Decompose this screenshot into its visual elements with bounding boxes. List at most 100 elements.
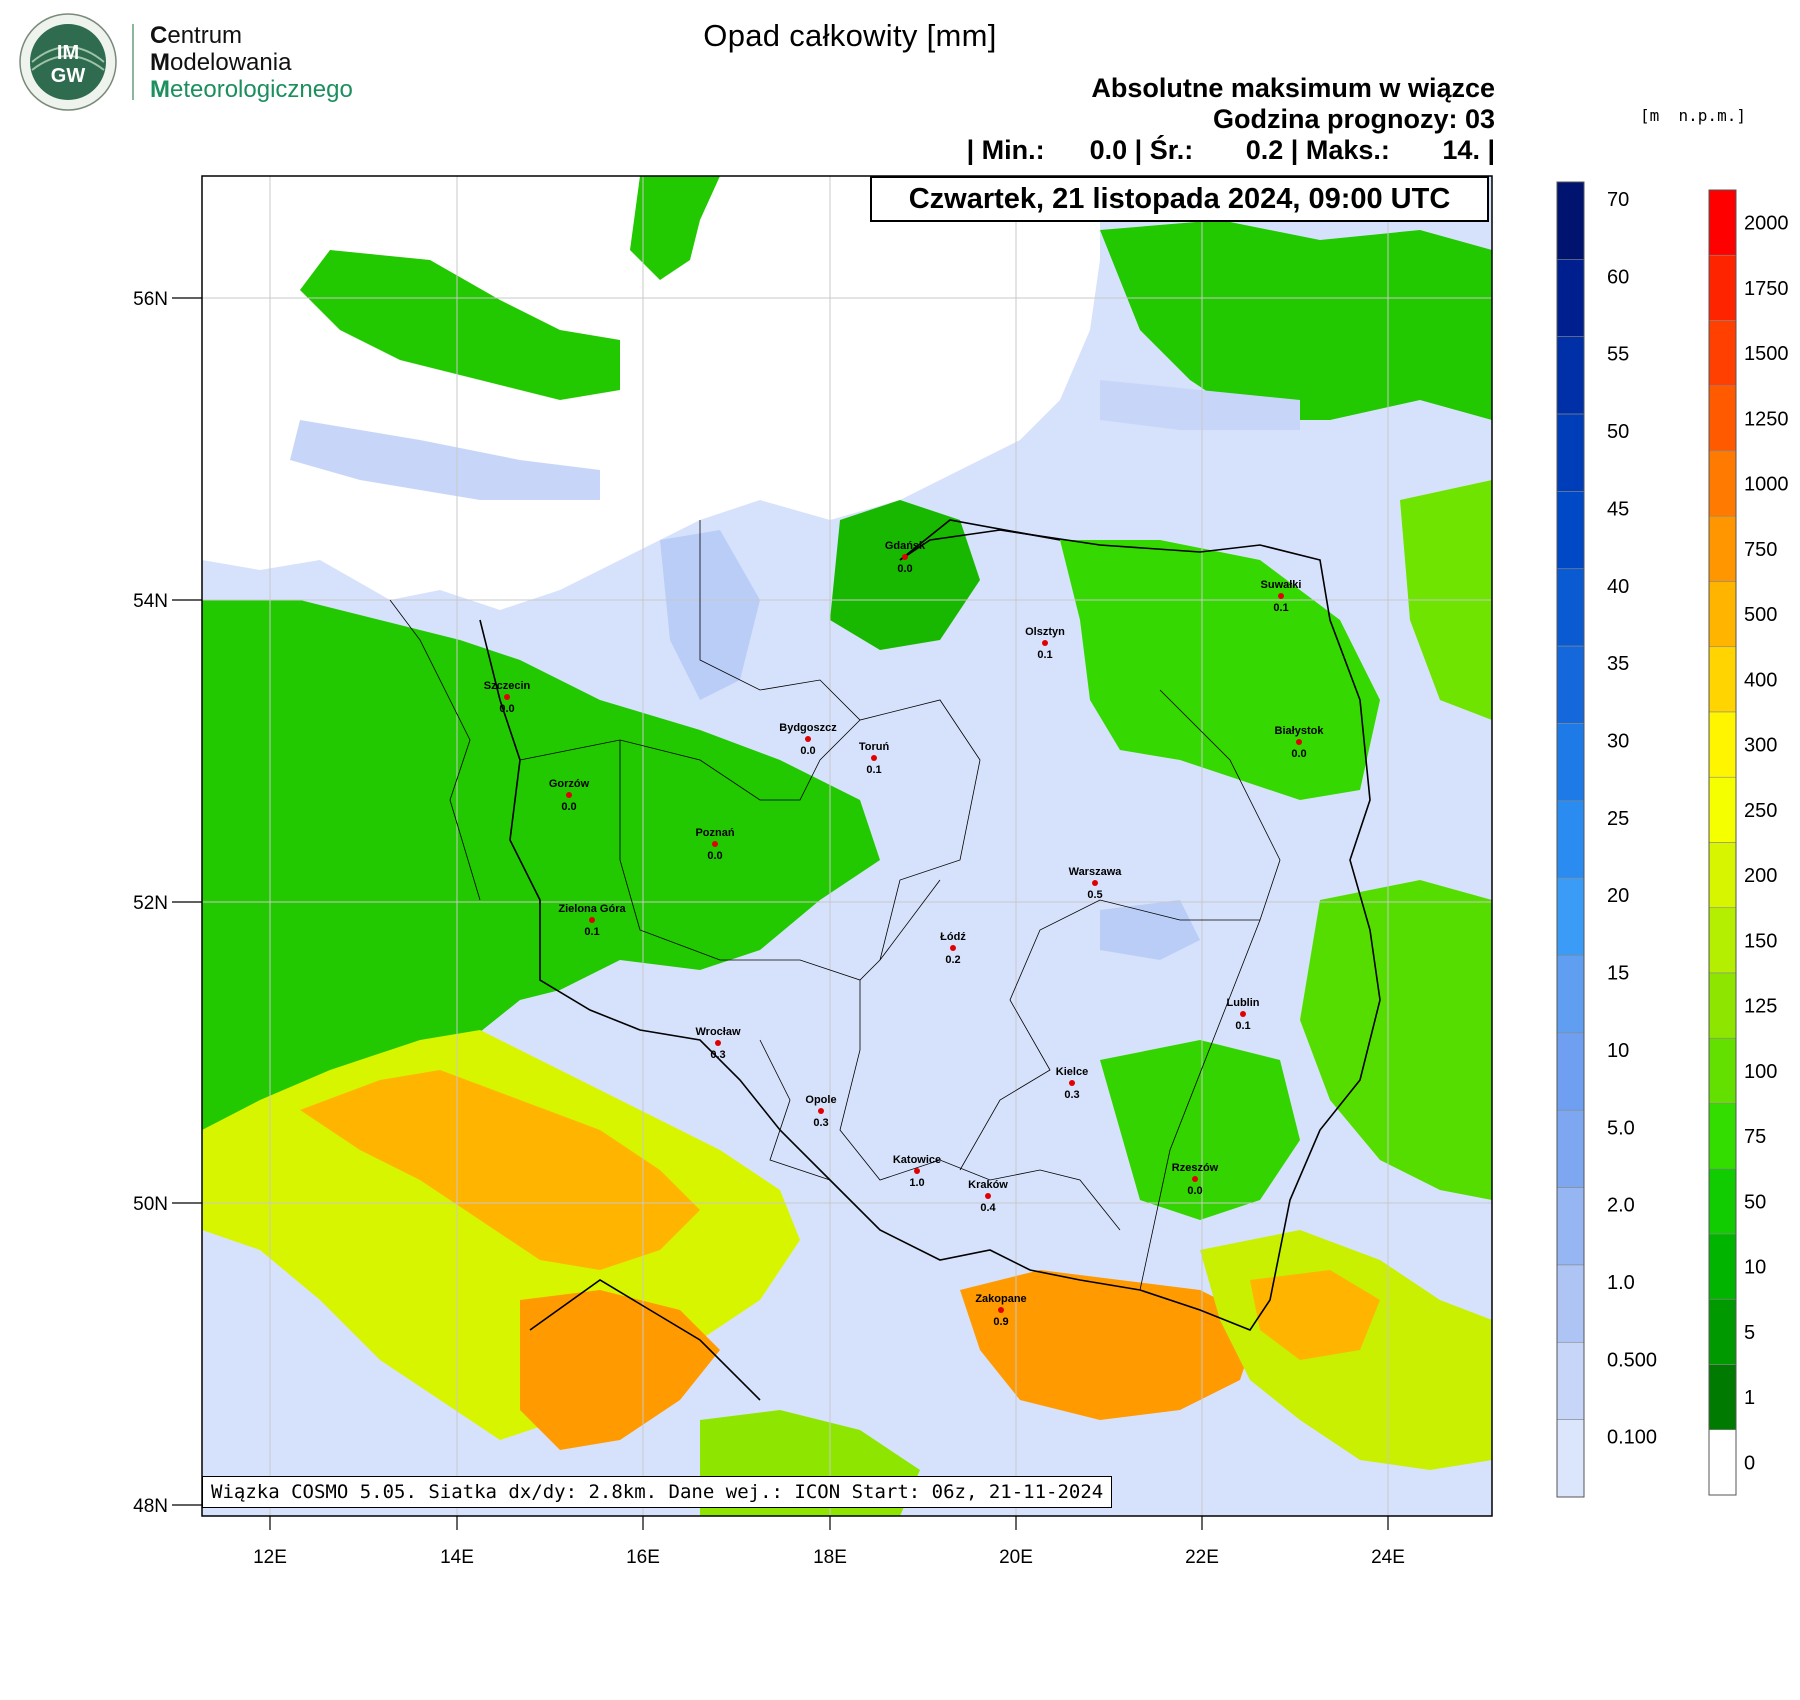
elev-tick-label: 1000 [1744,474,1789,496]
city-name: Kraków [968,1179,1008,1191]
precip-swatch [1556,800,1585,879]
city-dot [871,755,877,761]
imgw-logo: IM GW [19,13,117,111]
city-warszawa: Warszawa 0.5 [1069,866,1123,901]
elev-swatch [1708,711,1737,778]
city-value: 0.0 [897,563,912,575]
precip-swatch [1556,491,1585,570]
elev-tick-label: 125 [1744,996,1777,1018]
elevation-unit-label: [m n.p.m.] [1640,106,1746,125]
city-name: Łódź [940,931,966,943]
elev-tick-label: 75 [1744,1126,1766,1148]
lon-label-16e: 16E [626,1547,660,1568]
map-frame [201,175,1493,1517]
elev-swatch [1708,450,1737,517]
city-name: Suwałki [1261,579,1302,591]
map-field [202,176,1492,1516]
city-value: 0.0 [707,850,722,862]
org-word-modelowania: odelowania [170,49,292,76]
city-dot [950,945,956,951]
precip-tick-label: 0.100 [1607,1427,1657,1449]
elev-swatch [1708,972,1737,1039]
elev-swatch [1708,385,1737,452]
precip-swatch [1556,1187,1585,1266]
axis-ticks [172,297,1389,1530]
precip-tick-label: 1.0 [1607,1272,1635,1294]
precip-swatch [1556,568,1585,647]
elev-tick-label: 400 [1744,669,1777,691]
city-dot [589,917,595,923]
elev-tick-label: 10 [1744,1257,1766,1279]
organization-name: Centrum Modelowania Meteorologicznego [150,22,353,103]
city-szczecin: Szczecin 0.0 [484,680,531,715]
region-borders [389,520,1281,1291]
city-value: 0.1 [1235,1020,1250,1032]
city-value: 0.4 [980,1202,996,1214]
city-name: Opole [805,1094,836,1106]
city-krak-w: Kraków 0.4 [968,1179,1008,1214]
city-dot [504,694,510,700]
lon-label-22e: 22E [1185,1547,1219,1568]
city-value: 0.1 [866,764,881,776]
city-dot [805,736,811,742]
city-gorz-w: Gorzów 0.0 [549,778,590,813]
city-name: Białystok [1275,725,1325,737]
lon-label-20e: 20E [999,1547,1033,1568]
city-gda-sk: Gdańsk 0.0 [885,540,926,575]
city--d-: Łódź 0.2 [940,931,966,966]
city-value: 0.0 [1291,748,1306,760]
city-dot [902,554,908,560]
city-name: Olsztyn [1025,626,1065,638]
city-toru-: Toruń 0.1 [859,741,890,776]
precip-swatch [1556,259,1585,338]
city-dot [1192,1176,1198,1182]
city-dot [998,1307,1004,1313]
lat-tick-labels: 56N 54N 52N 50N 48N [133,289,168,1517]
city-dot [1296,739,1302,745]
city-value: 0.0 [499,703,514,715]
city-value: 0.1 [584,926,599,938]
precip-tick-label: 60 [1607,266,1629,288]
elev-tick-label: 0 [1744,1452,1755,1474]
country-borders [479,519,1381,1401]
elev-tick-label: 50 [1744,1191,1766,1213]
city-value: 0.3 [1064,1089,1079,1101]
city-dot [1092,880,1098,886]
precip-swatch [1556,877,1585,956]
city-name: Katowice [893,1154,941,1166]
precip-tick-label: 15 [1607,963,1629,985]
city-lublin: Lublin 0.1 [1227,997,1260,1032]
city-value: 0.0 [800,745,815,757]
elev-tick-label: 750 [1744,539,1777,561]
logo-text-top: IM [57,42,79,64]
lat-label-48n: 48N [133,1496,168,1517]
city-value: 0.1 [1037,649,1052,661]
elev-swatch [1708,776,1737,843]
forecast-date-label: Czwartek, 21 listopada 2024, 09:00 UTC [870,176,1489,222]
elev-swatch [1708,1037,1737,1104]
elev-swatch [1708,254,1737,321]
model-info-footer: Wiązka COSMO 5.05. Siatka dx/dy: 2.8km. … [202,1476,1113,1508]
precip-tick-label: 35 [1607,653,1629,675]
subtitle-line-2: Godzina prognozy: 03 [1212,104,1495,134]
elev-swatch [1708,1233,1737,1300]
elev-tick-label: 1500 [1744,343,1789,365]
city-dot [1240,1011,1246,1017]
stats-line: | Min.: 0.0 | Śr.: 0.2 | Maks.: 14. | [966,135,1495,165]
elev-swatch [1708,515,1737,582]
precip-swatch [1556,1032,1585,1111]
elev-tick-label: 1750 [1744,278,1789,300]
precip-bar-frame [1556,181,1585,1498]
precip-tick-label: 55 [1607,344,1629,366]
city-kielce: Kielce 0.3 [1056,1066,1088,1101]
elev-tick-label: 2000 [1744,213,1789,235]
elev-tick-label: 150 [1744,930,1777,952]
city-value: 0.0 [1187,1185,1202,1197]
precip-tick-label: 5.0 [1607,1117,1635,1139]
lat-label-50n: 50N [133,1194,168,1215]
elev-tick-label: 5 [1744,1322,1755,1344]
city-dot [1069,1080,1075,1086]
city-dot [712,841,718,847]
precip-tick-label: 30 [1607,730,1629,752]
